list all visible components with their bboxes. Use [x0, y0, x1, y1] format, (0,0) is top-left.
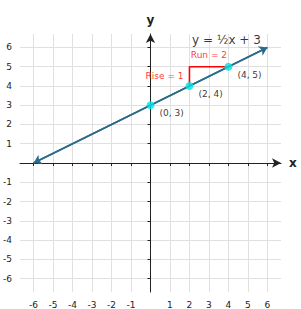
svg-text:y = ½x + 3: y = ½x + 3: [192, 33, 261, 47]
svg-text:5: 5: [6, 62, 12, 72]
svg-text:6: 6: [264, 300, 270, 309]
svg-text:3: 3: [206, 300, 212, 309]
svg-text:1: 1: [6, 139, 12, 149]
svg-text:-5: -5: [49, 300, 58, 309]
svg-text:-3: -3: [88, 300, 97, 309]
svg-text:-6: -6: [3, 274, 12, 284]
svg-text:-4: -4: [68, 300, 77, 309]
svg-text:2: 2: [187, 300, 193, 309]
svg-text:1: 1: [167, 300, 173, 309]
svg-text:Rise = 1: Rise = 1: [146, 71, 184, 81]
svg-text:(0, 3): (0, 3): [159, 108, 183, 118]
svg-text:-6: -6: [29, 300, 38, 309]
svg-text:Run = 2: Run = 2: [191, 50, 227, 60]
svg-text:-2: -2: [3, 197, 12, 207]
svg-text:-1: -1: [3, 177, 12, 187]
svg-text:4: 4: [6, 81, 12, 91]
svg-text:-5: -5: [3, 254, 12, 264]
svg-text:(2, 4): (2, 4): [198, 89, 222, 99]
svg-text:3: 3: [6, 100, 12, 110]
svg-text:-3: -3: [3, 216, 12, 226]
svg-text:-1: -1: [127, 300, 136, 309]
svg-text:(4, 5): (4, 5): [237, 70, 261, 80]
svg-text:-2: -2: [107, 300, 116, 309]
svg-text:2: 2: [6, 119, 12, 129]
svg-text:5: 5: [245, 300, 251, 309]
svg-text:6: 6: [6, 42, 12, 52]
svg-text:4: 4: [226, 300, 232, 309]
svg-text:-4: -4: [3, 235, 12, 245]
svg-text:y: y: [147, 13, 155, 27]
svg-text:x: x: [289, 156, 297, 170]
